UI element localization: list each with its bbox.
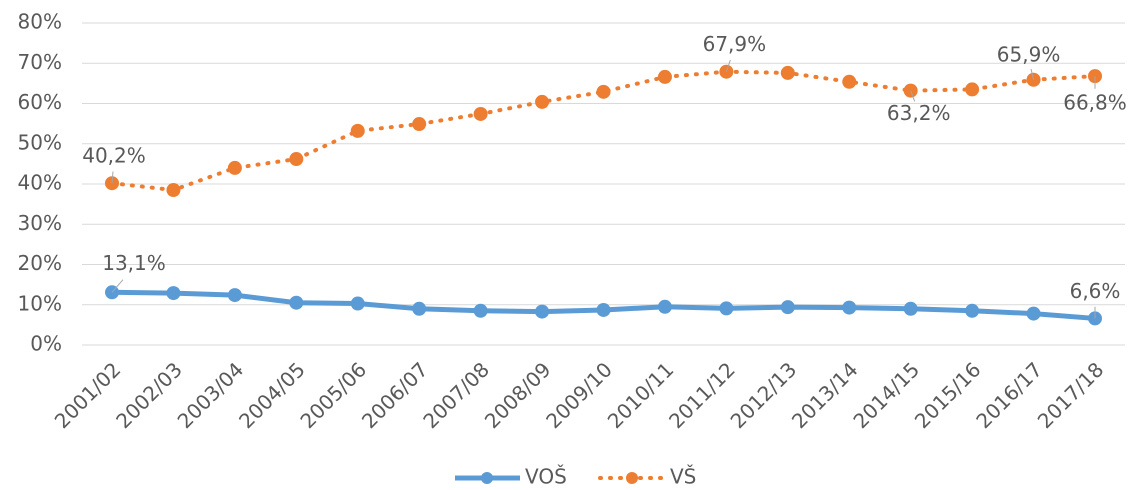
x-tick-label: 2012/13 [726, 357, 802, 433]
data-label: 40,2% [82, 144, 146, 168]
point [350, 123, 365, 138]
point [780, 65, 795, 80]
data-label: 63,2% [887, 101, 951, 125]
point [227, 160, 242, 175]
y-tick-label: 10% [18, 291, 62, 315]
legend-marker [626, 472, 638, 484]
leader-line [111, 279, 124, 293]
legend-label: VOŠ [525, 465, 567, 489]
point [412, 301, 427, 316]
x-tick-label: 2005/06 [295, 357, 371, 433]
point [473, 303, 488, 318]
series-line [110, 69, 1097, 193]
leader-line [725, 59, 731, 72]
data-label: 6,6% [1070, 279, 1121, 303]
point [473, 106, 488, 121]
x-tick-label: 2014/15 [848, 357, 924, 433]
data-label: 13,1% [102, 251, 166, 275]
x-tick-label: 2008/09 [480, 357, 556, 433]
x-tick-label: 2015/16 [910, 357, 986, 433]
y-tick-label: 80% [18, 10, 62, 34]
data-label: 65,9% [997, 42, 1061, 66]
legend-label: VŠ [670, 465, 696, 489]
y-tick-label: 50% [18, 130, 62, 154]
point [227, 288, 242, 303]
point [965, 303, 980, 318]
point [535, 304, 550, 319]
y-tick-label: 60% [18, 90, 62, 114]
y-tick-label: 0% [30, 332, 62, 356]
leader-line [910, 90, 916, 102]
leader-line [1030, 68, 1035, 80]
point [166, 183, 181, 198]
x-tick-label: 2007/08 [418, 357, 494, 433]
x-tick-label: 2010/11 [603, 357, 679, 433]
x-tick-label: 2006/07 [357, 357, 433, 433]
point [965, 82, 980, 97]
y-tick-label: 20% [18, 251, 62, 275]
y-tick-label: 70% [18, 50, 62, 74]
point [1026, 306, 1041, 321]
leader-line [111, 171, 114, 184]
point [412, 117, 427, 132]
point [657, 299, 672, 314]
point [719, 301, 734, 316]
y-tick-label: 40% [18, 171, 62, 195]
x-tick-label: 2011/12 [664, 357, 740, 433]
point [903, 301, 918, 316]
legend-marker [481, 472, 493, 484]
x-tick-label: 2001/02 [50, 357, 126, 433]
point [166, 286, 181, 301]
point [535, 94, 550, 109]
data-label: 66,8% [1063, 91, 1127, 115]
x-tick-label: 2003/04 [173, 357, 249, 433]
point [350, 296, 365, 311]
y-tick-label: 30% [18, 211, 62, 235]
x-tick-label: 2013/14 [787, 357, 863, 433]
x-tick-label: 2016/17 [971, 357, 1047, 433]
x-tick-label: 2004/05 [234, 357, 310, 433]
x-tick-label: 2017/18 [1033, 357, 1109, 433]
point [842, 74, 857, 89]
point [289, 152, 304, 167]
data-label: 67,9% [703, 32, 767, 56]
x-tick-label: 2009/10 [541, 357, 617, 433]
point [842, 300, 857, 315]
x-tick-label: 2002/03 [111, 357, 187, 433]
point [657, 69, 672, 84]
point [596, 84, 611, 99]
point [596, 302, 611, 317]
point [780, 300, 795, 315]
point [289, 295, 304, 310]
